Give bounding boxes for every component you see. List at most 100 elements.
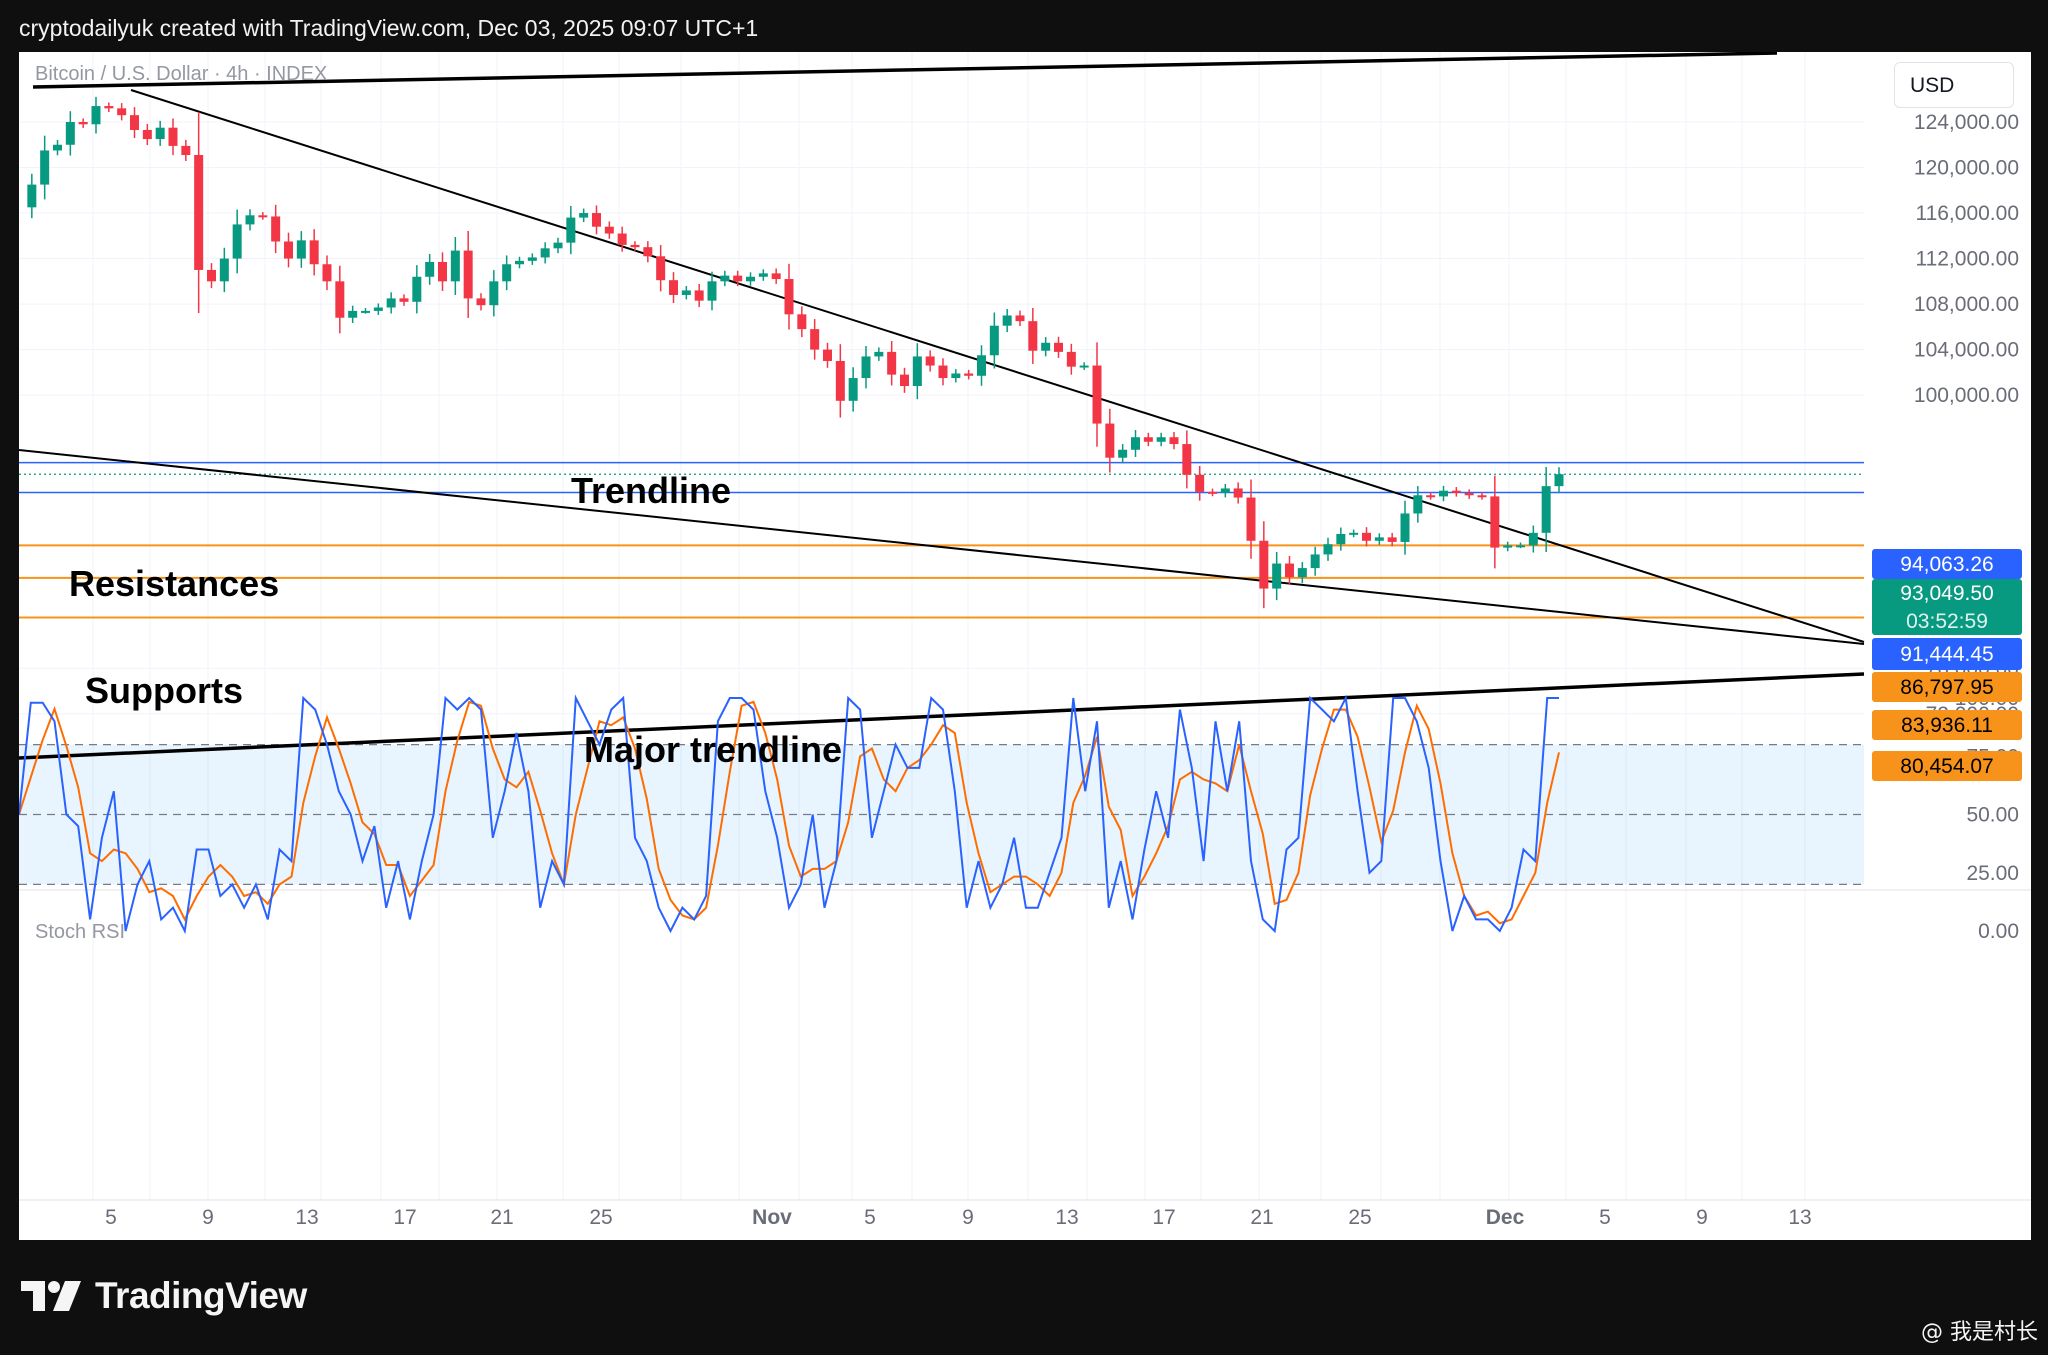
candle-body xyxy=(1195,474,1205,492)
candle-body xyxy=(1131,437,1140,450)
candle-body xyxy=(1413,495,1423,514)
price-axis-label: 108,000.00 xyxy=(1914,293,2019,316)
candle-body xyxy=(784,279,794,315)
candle-body xyxy=(399,298,409,302)
candle-body xyxy=(373,307,383,311)
chart-annotations: Trendline Resistances Supports Major trendl… xyxy=(69,470,842,770)
price-axis-label: 104,000.00 xyxy=(1914,339,2019,362)
candle-body xyxy=(335,281,345,318)
candle-body xyxy=(91,106,101,125)
candle-body xyxy=(155,127,165,140)
candle-body xyxy=(1323,544,1333,555)
price-axis-label: 100,000.00 xyxy=(1914,384,2019,407)
stoch-rsi-d-line xyxy=(19,700,1560,925)
candle-body xyxy=(515,260,524,265)
candle-body xyxy=(219,258,229,282)
time-axis-label: Dec xyxy=(1486,1206,1525,1229)
candle-body xyxy=(1105,423,1115,458)
candle-body xyxy=(1426,495,1436,498)
price-tag-text: 93,049.50 xyxy=(1900,582,1993,605)
candle-body xyxy=(489,281,499,306)
candle-body xyxy=(309,240,319,265)
candle-body xyxy=(258,215,268,218)
candle-body xyxy=(1156,437,1166,442)
price-chart[interactable]: 124,000.00 120,000.00 116,000.00 112,000.00… xyxy=(19,52,2031,1240)
candle-body xyxy=(707,281,717,301)
candle-body xyxy=(720,275,730,282)
candle-body xyxy=(1387,537,1397,542)
descending-trendline xyxy=(130,89,1865,643)
candle-body xyxy=(476,298,486,306)
price-tag-text: 86,797.95 xyxy=(1900,676,1993,699)
candle-body xyxy=(245,215,255,225)
candle-body xyxy=(78,122,88,125)
candle-body xyxy=(1169,437,1179,445)
candle-body xyxy=(1259,540,1269,589)
candle-body xyxy=(1554,474,1564,487)
annotation-label: Resistances xyxy=(69,563,279,604)
time-axis-label: 5 xyxy=(1599,1206,1611,1229)
candle-body xyxy=(450,250,460,282)
bottom-bar: TradingView @ 我是村长 xyxy=(0,1240,2048,1355)
candle-body xyxy=(540,248,550,258)
stoch-rsi-fill xyxy=(19,744,1864,885)
candle-body xyxy=(1079,365,1089,368)
candle-body xyxy=(1143,437,1153,442)
time-axis[interactable]: 5 9 13 17 21 25 Nov 5 9 13 17 21 25 Dec 5 9 13 xyxy=(105,1206,1812,1229)
candle-body xyxy=(1477,495,1487,498)
candle-body xyxy=(1028,321,1038,351)
time-axis-label: 9 xyxy=(1696,1206,1708,1229)
candle-body xyxy=(848,378,858,401)
candle-body xyxy=(284,241,293,259)
time-axis-label: 21 xyxy=(490,1206,513,1229)
candle-body xyxy=(1246,497,1256,541)
candle-body xyxy=(130,115,139,130)
time-axis-label: 5 xyxy=(105,1206,117,1229)
price-tag-resistance-1 xyxy=(1872,549,2022,579)
candle-body xyxy=(592,213,601,227)
candle-body xyxy=(694,290,704,301)
indicator-legend: Stoch RSI xyxy=(35,921,125,943)
candle-body xyxy=(835,360,845,401)
candle-body xyxy=(1220,488,1230,493)
time-axis-label: 13 xyxy=(295,1206,318,1229)
candle-body xyxy=(40,150,50,185)
candle-body xyxy=(1464,492,1474,496)
candle-body xyxy=(1541,486,1551,533)
candle-body xyxy=(1503,545,1513,548)
candle-body xyxy=(553,242,563,249)
stoch-rsi-band xyxy=(19,743,1864,886)
candle-body xyxy=(681,290,691,295)
currency-selector[interactable]: USD xyxy=(1894,62,2014,108)
time-axis-label: 13 xyxy=(1788,1206,1811,1229)
watermark-text: @ 我是村长 xyxy=(1921,1320,2038,1345)
tradingview-logo[interactable]: TradingView xyxy=(21,1275,307,1317)
candle-body xyxy=(579,213,589,218)
stoch-rsi-lines xyxy=(19,694,1560,935)
candle-body xyxy=(758,273,768,277)
candle-body xyxy=(912,356,922,387)
candle-body xyxy=(810,329,820,350)
candle-body xyxy=(1092,365,1102,424)
candle-body xyxy=(1233,488,1243,498)
candle-body xyxy=(925,356,935,366)
candle-body xyxy=(1002,315,1012,326)
candle-body xyxy=(1362,532,1371,541)
chart-panel[interactable]: 124,000.00 120,000.00 116,000.00 112,000.00… xyxy=(19,52,2031,1240)
price-axis-label: 124,000.00 xyxy=(1914,111,2019,134)
candle-body xyxy=(438,261,447,282)
stoch-axis-label: 50.00 xyxy=(1966,804,2019,827)
candle-body xyxy=(1208,491,1217,494)
price-tag-text: 91,444.45 xyxy=(1900,643,1993,666)
candle-body xyxy=(823,349,832,361)
price-axis-label: 120,000.00 xyxy=(1914,157,2019,180)
candle-body xyxy=(1400,513,1410,542)
candle-body xyxy=(617,233,627,245)
candle-body xyxy=(168,127,178,146)
grid-lines xyxy=(19,52,2031,1201)
price-tag-resistance-2 xyxy=(1872,638,2022,670)
candle-body xyxy=(181,145,191,156)
candle-body xyxy=(1041,342,1051,351)
candle-body xyxy=(27,184,37,208)
candle-body xyxy=(1490,496,1500,548)
